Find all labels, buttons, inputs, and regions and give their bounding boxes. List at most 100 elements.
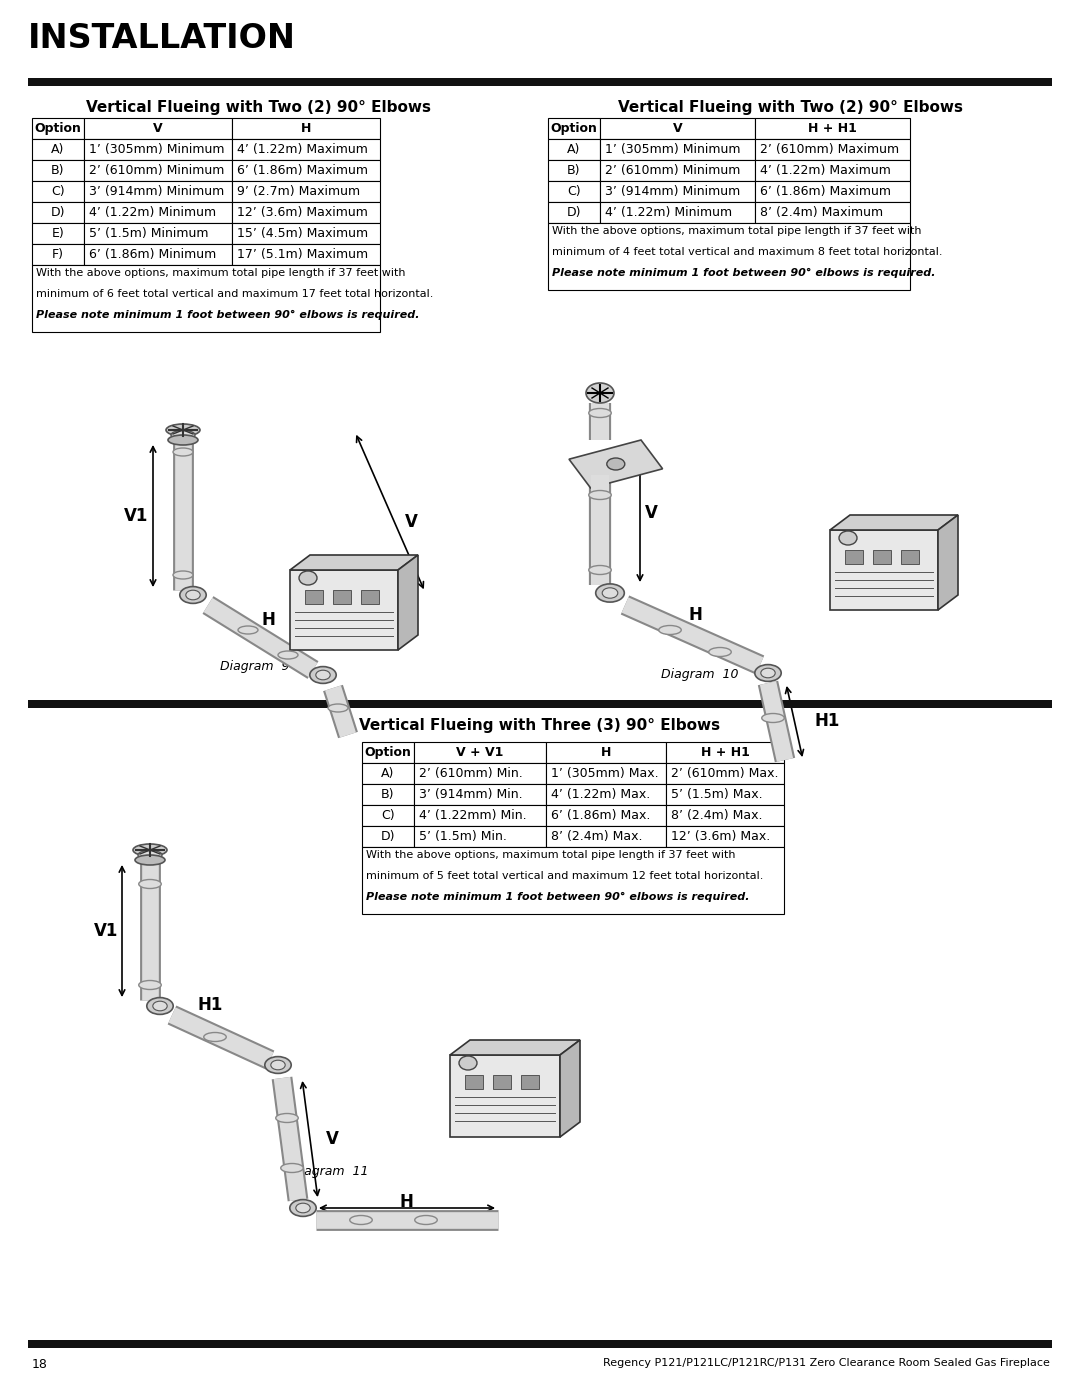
- Bar: [600, 161, 755, 182]
- Text: H: H: [400, 1193, 413, 1211]
- Bar: [548, 138, 600, 161]
- Bar: [548, 117, 600, 138]
- Bar: [450, 1055, 561, 1137]
- Text: H: H: [600, 746, 611, 759]
- Text: 5’ (1.5m) Min.: 5’ (1.5m) Min.: [419, 830, 507, 842]
- Text: Diagram  11: Diagram 11: [292, 1165, 368, 1178]
- Text: Please note minimum 1 foot between 90° elbows is required.: Please note minimum 1 foot between 90° e…: [36, 310, 419, 320]
- Bar: [32, 161, 84, 182]
- Bar: [901, 550, 919, 564]
- Text: 6’ (1.86m) Max.: 6’ (1.86m) Max.: [551, 809, 650, 821]
- Text: minimum of 4 feet total vertical and maximum 8 feet total horizontal.: minimum of 4 feet total vertical and max…: [552, 247, 943, 257]
- Bar: [414, 784, 546, 805]
- Ellipse shape: [138, 981, 161, 989]
- Text: Vertical Flueing with Three (3) 90° Elbows: Vertical Flueing with Three (3) 90° Elbo…: [360, 718, 720, 733]
- Bar: [361, 590, 379, 604]
- Ellipse shape: [281, 1164, 303, 1172]
- Text: B): B): [51, 163, 65, 177]
- Text: 6’ (1.86m) Minimum: 6’ (1.86m) Minimum: [89, 249, 216, 261]
- Ellipse shape: [589, 566, 611, 574]
- Ellipse shape: [133, 844, 167, 856]
- Ellipse shape: [350, 1215, 373, 1225]
- Ellipse shape: [589, 408, 611, 418]
- Bar: [600, 138, 755, 161]
- Bar: [546, 763, 666, 784]
- Text: Diagram  9: Diagram 9: [220, 659, 289, 673]
- Text: V: V: [405, 513, 418, 531]
- Bar: [548, 161, 600, 182]
- Text: H: H: [301, 122, 311, 136]
- Ellipse shape: [138, 880, 161, 888]
- Text: C): C): [381, 809, 395, 821]
- Text: 4’ (1.22m) Minimum: 4’ (1.22m) Minimum: [89, 205, 216, 219]
- Text: 8’ (2.4m) Maximum: 8’ (2.4m) Maximum: [760, 205, 883, 219]
- Ellipse shape: [328, 704, 348, 712]
- Bar: [546, 805, 666, 826]
- Text: 4’ (1.22m) Minimum: 4’ (1.22m) Minimum: [605, 205, 732, 219]
- Bar: [84, 161, 232, 182]
- Bar: [546, 784, 666, 805]
- Text: 2’ (610mm) Minimum: 2’ (610mm) Minimum: [89, 163, 225, 177]
- Ellipse shape: [755, 665, 781, 682]
- Text: D): D): [381, 830, 395, 842]
- Text: V1: V1: [94, 922, 118, 940]
- Text: Option: Option: [365, 746, 411, 759]
- Ellipse shape: [152, 1002, 167, 1011]
- Bar: [414, 763, 546, 784]
- Bar: [84, 224, 232, 244]
- Text: 6’ (1.86m) Maximum: 6’ (1.86m) Maximum: [237, 163, 368, 177]
- Bar: [32, 182, 84, 203]
- Bar: [32, 265, 380, 332]
- Text: 5’ (1.5m) Minimum: 5’ (1.5m) Minimum: [89, 226, 208, 240]
- Text: 6’ (1.86m) Maximum: 6’ (1.86m) Maximum: [760, 184, 891, 198]
- Text: H: H: [261, 610, 275, 629]
- Text: B): B): [381, 788, 395, 800]
- Text: 15’ (4.5m) Maximum: 15’ (4.5m) Maximum: [237, 226, 368, 240]
- Ellipse shape: [138, 851, 162, 859]
- Bar: [521, 1076, 539, 1090]
- Bar: [232, 161, 380, 182]
- Bar: [666, 784, 784, 805]
- Bar: [84, 138, 232, 161]
- Ellipse shape: [265, 1056, 292, 1073]
- Ellipse shape: [135, 855, 165, 865]
- Ellipse shape: [173, 448, 193, 455]
- Ellipse shape: [166, 425, 200, 436]
- Bar: [831, 529, 939, 610]
- Text: V: V: [153, 122, 163, 136]
- Bar: [755, 138, 910, 161]
- Bar: [28, 700, 1052, 708]
- Text: Diagram  10: Diagram 10: [661, 668, 739, 680]
- Text: 12’ (3.6m) Maximum: 12’ (3.6m) Maximum: [237, 205, 368, 219]
- Bar: [232, 182, 380, 203]
- Text: D): D): [51, 205, 65, 219]
- Text: 1’ (305mm) Minimum: 1’ (305mm) Minimum: [605, 142, 741, 156]
- Ellipse shape: [708, 647, 731, 657]
- Text: E): E): [52, 226, 65, 240]
- Text: F): F): [52, 249, 64, 261]
- Bar: [546, 826, 666, 847]
- Bar: [32, 138, 84, 161]
- Ellipse shape: [586, 383, 615, 402]
- Bar: [362, 742, 414, 763]
- Ellipse shape: [310, 666, 336, 683]
- Text: 1’ (305mm) Max.: 1’ (305mm) Max.: [551, 767, 659, 780]
- Bar: [755, 203, 910, 224]
- Bar: [232, 138, 380, 161]
- Bar: [414, 826, 546, 847]
- Ellipse shape: [659, 626, 681, 634]
- Text: 8’ (2.4m) Max.: 8’ (2.4m) Max.: [551, 830, 643, 842]
- Ellipse shape: [596, 584, 624, 602]
- Ellipse shape: [607, 458, 625, 469]
- Text: Please note minimum 1 foot between 90° elbows is required.: Please note minimum 1 foot between 90° e…: [366, 893, 750, 902]
- Bar: [362, 784, 414, 805]
- Bar: [232, 203, 380, 224]
- Bar: [755, 161, 910, 182]
- Bar: [333, 590, 351, 604]
- Bar: [84, 117, 232, 138]
- Bar: [600, 117, 755, 138]
- Text: Regency P121/P121LC/P121RC/P131 Zero Clearance Room Sealed Gas Fireplace: Regency P121/P121LC/P121RC/P131 Zero Cle…: [603, 1358, 1050, 1368]
- Text: Option: Option: [35, 122, 81, 136]
- Bar: [755, 117, 910, 138]
- Bar: [362, 826, 414, 847]
